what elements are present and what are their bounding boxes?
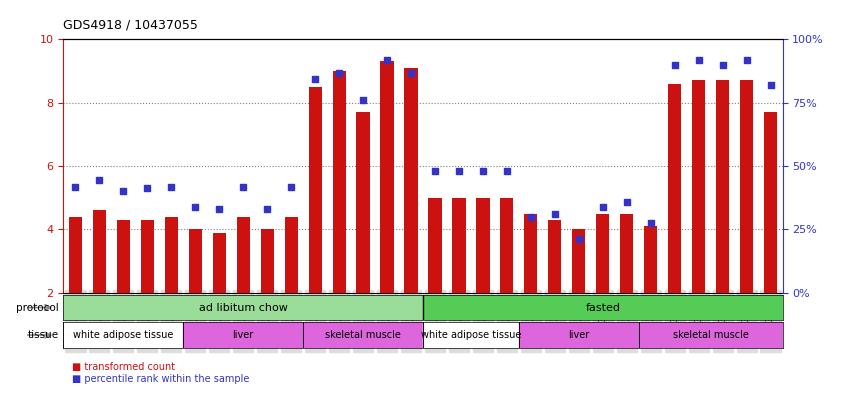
Point: [92, 177, 106, 184]
Bar: [69, 217, 82, 293]
Bar: [261, 230, 274, 293]
Text: fasted: fasted: [585, 303, 620, 312]
Point: [548, 210, 562, 217]
Bar: [184, 322, 303, 348]
Bar: [500, 198, 514, 293]
Text: white adipose tissue: white adipose tissue: [420, 330, 521, 340]
Bar: [548, 220, 562, 293]
Bar: [404, 68, 418, 293]
Point: [667, 61, 681, 68]
Bar: [237, 217, 250, 293]
Bar: [740, 81, 753, 293]
Bar: [572, 230, 585, 293]
Bar: [381, 61, 393, 293]
Point: [308, 76, 321, 82]
Bar: [332, 71, 346, 293]
Point: [716, 61, 729, 68]
Text: skeletal muscle: skeletal muscle: [673, 330, 749, 340]
Point: [500, 168, 514, 174]
Point: [476, 168, 490, 174]
Point: [380, 57, 393, 63]
Point: [236, 184, 250, 190]
Point: [332, 70, 346, 76]
Bar: [596, 213, 609, 293]
Text: ■ transformed count: ■ transformed count: [72, 362, 175, 373]
Bar: [165, 217, 178, 293]
Bar: [63, 322, 184, 348]
Text: ■ percentile rank within the sample: ■ percentile rank within the sample: [72, 374, 250, 384]
Point: [452, 168, 465, 174]
Point: [524, 213, 537, 220]
Bar: [309, 87, 321, 293]
Bar: [356, 112, 370, 293]
Point: [117, 188, 130, 195]
Point: [764, 82, 777, 88]
Bar: [668, 84, 681, 293]
Bar: [476, 198, 490, 293]
Bar: [423, 322, 519, 348]
Point: [620, 199, 634, 206]
Bar: [764, 112, 777, 293]
Bar: [716, 81, 729, 293]
Bar: [63, 295, 423, 320]
Point: [164, 184, 178, 190]
Point: [644, 220, 657, 226]
Text: skeletal muscle: skeletal muscle: [325, 330, 401, 340]
Bar: [620, 213, 634, 293]
Bar: [525, 213, 537, 293]
Bar: [303, 322, 423, 348]
Bar: [428, 198, 442, 293]
Bar: [423, 295, 783, 320]
Point: [140, 185, 154, 191]
Bar: [453, 198, 465, 293]
Point: [596, 204, 609, 210]
Point: [284, 184, 298, 190]
Bar: [140, 220, 154, 293]
Text: liver: liver: [569, 330, 590, 340]
Point: [404, 70, 418, 76]
Bar: [93, 210, 106, 293]
Bar: [644, 226, 657, 293]
Text: protocol: protocol: [16, 303, 59, 312]
Point: [572, 236, 585, 242]
Text: ad libitum chow: ad libitum chow: [199, 303, 288, 312]
Point: [261, 206, 274, 212]
Text: liver: liver: [233, 330, 254, 340]
Text: GDS4918 / 10437055: GDS4918 / 10437055: [63, 18, 198, 31]
Point: [692, 57, 706, 63]
Bar: [284, 217, 298, 293]
Bar: [639, 322, 783, 348]
Text: white adipose tissue: white adipose tissue: [74, 330, 173, 340]
Bar: [117, 220, 130, 293]
Text: tissue: tissue: [28, 330, 59, 340]
Bar: [692, 81, 706, 293]
Bar: [519, 322, 639, 348]
Bar: [189, 230, 202, 293]
Point: [69, 184, 82, 190]
Point: [428, 168, 442, 174]
Point: [189, 204, 202, 210]
Bar: [212, 233, 226, 293]
Point: [212, 206, 226, 212]
Point: [739, 57, 753, 63]
Point: [356, 96, 370, 103]
